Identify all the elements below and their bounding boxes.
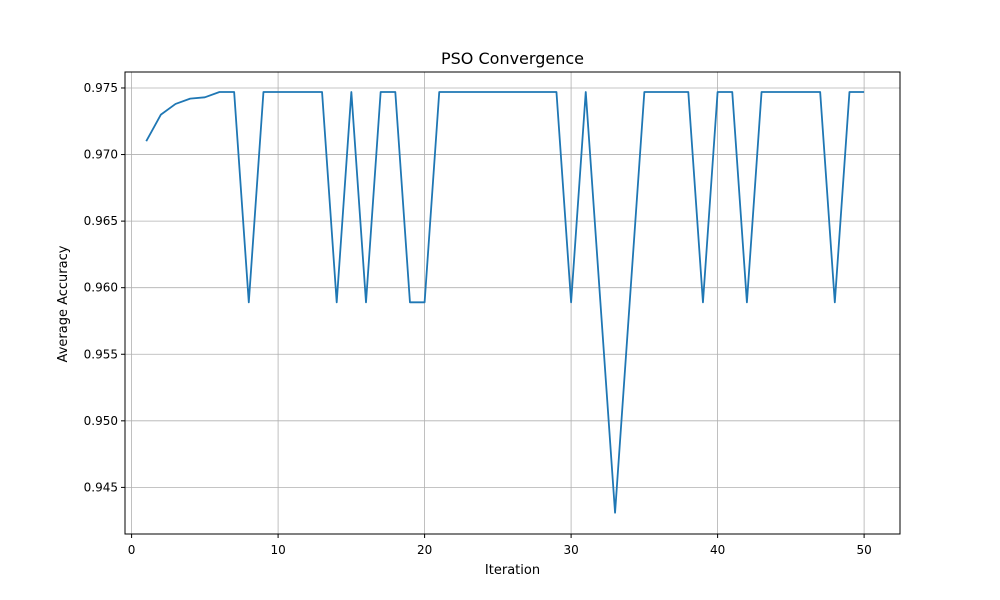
x-tick-label: 50 <box>856 543 871 557</box>
y-tick-label: 0.955 <box>84 347 118 361</box>
chart-title: PSO Convergence <box>441 49 584 68</box>
x-axis: 0 10 20 30 40 50 <box>128 534 872 557</box>
x-tick-label: 20 <box>417 543 432 557</box>
x-axis-label: Iteration <box>485 563 540 578</box>
x-tick-label: 30 <box>563 543 578 557</box>
y-tick-label: 0.945 <box>84 480 118 494</box>
y-tick-label: 0.975 <box>84 81 118 95</box>
y-tick-label: 0.965 <box>84 214 118 228</box>
x-tick-label: 40 <box>710 543 725 557</box>
y-axis-label: Average Accuracy <box>56 245 71 362</box>
y-tick-label: 0.970 <box>84 148 118 162</box>
y-axis: 0.945 0.950 0.955 0.960 0.965 0.970 0.975 <box>84 81 125 494</box>
series-line <box>145 91 865 514</box>
x-tick-label: 0 <box>128 543 136 557</box>
series-layer <box>145 91 865 514</box>
x-tick-label: 10 <box>270 543 285 557</box>
y-tick-label: 0.950 <box>84 414 118 428</box>
plot-frame <box>124 71 901 535</box>
y-tick-label: 0.960 <box>84 281 118 295</box>
